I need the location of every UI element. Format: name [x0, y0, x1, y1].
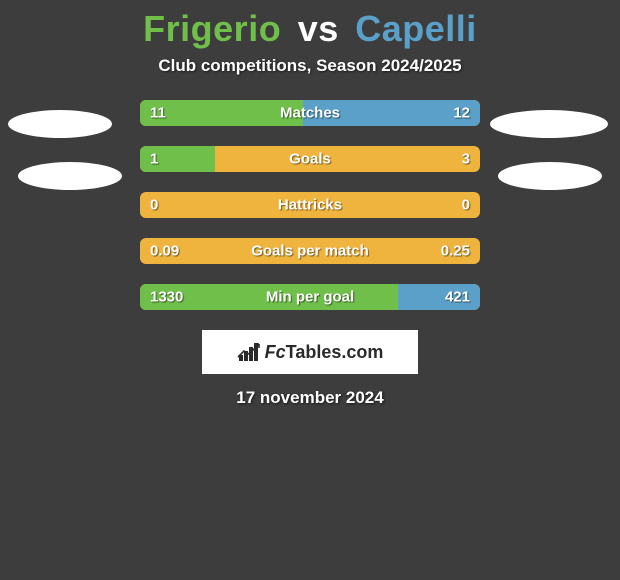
date-text: 17 november 2024 [0, 388, 620, 408]
bars-container: 11 12 Matches 1 3 Goals 0 0 Hattricks 0.09 0.25 Goa… [140, 100, 480, 310]
stat-label: Goals [289, 151, 331, 168]
player1-name: Frigerio [143, 8, 281, 49]
avatar-placeholder [8, 110, 112, 138]
chart-area: 11 12 Matches 1 3 Goals 0 0 Hattricks 0.09 0.25 Goa… [0, 100, 620, 310]
avatar-placeholder [18, 162, 122, 190]
stat-value-right: 421 [445, 289, 470, 306]
stat-row: 11 12 Matches [140, 100, 480, 126]
bars-icon [237, 342, 261, 362]
stat-label: Matches [280, 105, 340, 122]
stat-value-left: 0 [150, 197, 158, 214]
comparison-card: Frigerio vs Capelli Club competitions, S… [0, 0, 620, 408]
logo-text: FcTables.com [265, 342, 384, 363]
player2-name: Capelli [355, 8, 477, 49]
stat-value-right: 3 [462, 151, 470, 168]
vs-text: vs [298, 8, 339, 49]
logo-box: FcTables.com [202, 330, 418, 374]
stat-label: Hattricks [278, 197, 342, 214]
stat-value-left: 1330 [150, 289, 183, 306]
stat-row: 1330 421 Min per goal [140, 284, 480, 310]
stat-value-left: 0.09 [150, 243, 179, 260]
stat-row: 1 3 Goals [140, 146, 480, 172]
stat-value-right: 0.25 [441, 243, 470, 260]
stat-value-right: 0 [462, 197, 470, 214]
title: Frigerio vs Capelli [0, 8, 620, 50]
stat-row: 0.09 0.25 Goals per match [140, 238, 480, 264]
stat-label: Min per goal [266, 289, 354, 306]
stat-value-left: 1 [150, 151, 158, 168]
avatar-placeholder [498, 162, 602, 190]
subtitle: Club competitions, Season 2024/2025 [0, 56, 620, 76]
stat-label: Goals per match [251, 243, 369, 260]
stat-value-left: 11 [150, 105, 166, 122]
fctables-logo: FcTables.com [237, 342, 384, 363]
stat-row: 0 0 Hattricks [140, 192, 480, 218]
stat-value-right: 12 [453, 105, 470, 122]
avatar-placeholder [490, 110, 608, 138]
